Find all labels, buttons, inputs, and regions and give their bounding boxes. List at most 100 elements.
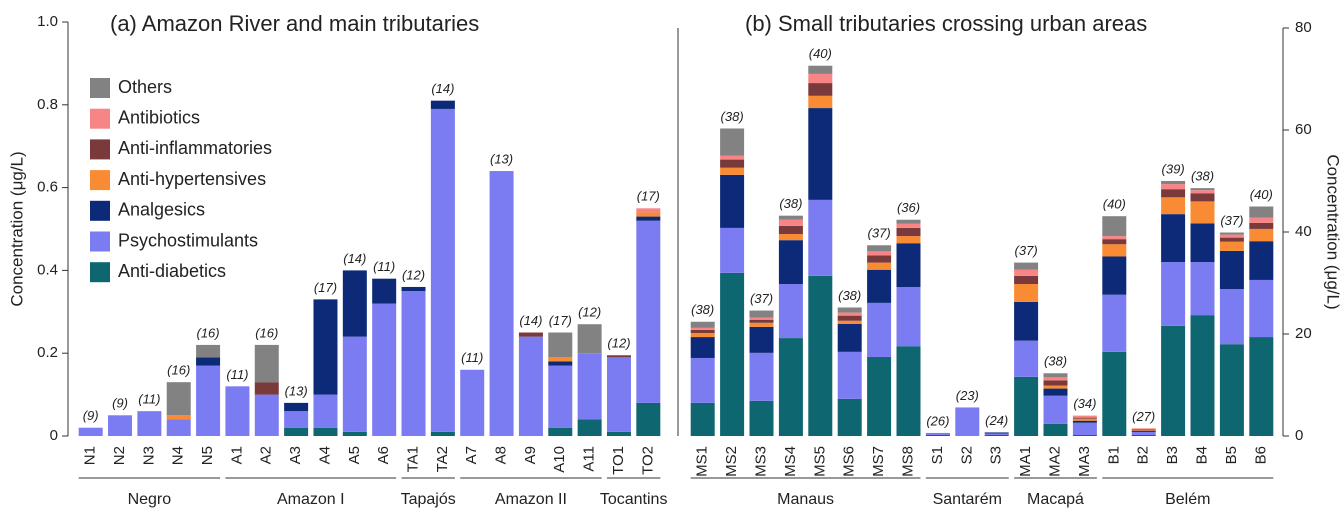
bar-annotation: (40) [809, 46, 832, 61]
bar-segment [1131, 428, 1156, 430]
bar-segment [1043, 380, 1068, 386]
bar-segment [313, 394, 338, 428]
y-tick-label: 0 [1295, 427, 1303, 444]
bar-annotation: (37) [868, 226, 891, 241]
bar-segment [313, 427, 338, 436]
bar-segment [1043, 385, 1068, 389]
y-tick-label: 0 [50, 427, 58, 444]
bar-annotation: (12) [402, 267, 425, 282]
x-tick-label: MA3 [1076, 446, 1093, 477]
x-tick-label: B4 [1193, 446, 1210, 464]
bar-annotation: (14) [519, 313, 542, 328]
bar-segment [808, 83, 833, 96]
x-tick-label: B1 [1105, 446, 1122, 464]
group-label: Tapajós [401, 491, 456, 508]
chart-title: (b) Small tributaries crossing urban are… [745, 11, 1147, 36]
bar-segment [749, 326, 774, 353]
bar-segment [430, 108, 455, 432]
bar-segment [460, 369, 485, 436]
bar-segment [1102, 244, 1127, 257]
bar-segment [896, 346, 921, 436]
bar-segment [749, 352, 774, 401]
group-label: Amazon I [277, 491, 345, 508]
bar-segment [636, 216, 661, 221]
bar-segment [548, 365, 573, 428]
bar-segment [690, 357, 715, 403]
bar-annotation: (38) [779, 196, 802, 211]
bar-segment [808, 199, 833, 276]
bar-segment [749, 319, 774, 323]
bar-segment [896, 227, 921, 237]
x-tick-label: B6 [1252, 446, 1269, 464]
bar-segment [1043, 423, 1068, 436]
bar-segment [1161, 262, 1186, 326]
bar-segment [108, 415, 133, 436]
legend-label: Anti-hypertensives [118, 169, 266, 189]
legend-swatch [90, 231, 110, 252]
bar-annotation: (27) [1132, 409, 1155, 424]
bar-annotation: (38) [838, 288, 861, 303]
x-tick-label: TO1 [610, 446, 627, 475]
x-tick-label: N4 [170, 446, 187, 465]
bar-segment [1072, 418, 1097, 421]
bar-segment [896, 219, 921, 224]
bar-segment [1102, 256, 1127, 295]
bar-segment [837, 307, 862, 313]
bar-segment [254, 394, 279, 436]
bar-segment [808, 275, 833, 436]
bar-segment [896, 223, 921, 228]
bar-segment [720, 272, 745, 436]
bar-segment [837, 351, 862, 399]
bar-segment [778, 219, 803, 226]
y-tick-label: 80 [1295, 19, 1312, 36]
x-tick-label: N3 [140, 446, 157, 465]
bar-segment [1043, 373, 1068, 378]
bar-segment [1161, 197, 1186, 215]
bar-segment [518, 336, 543, 436]
x-tick-label: MS3 [752, 446, 769, 477]
bar-segment [1249, 241, 1274, 280]
x-tick-label: A2 [258, 446, 275, 464]
group-label: Santarém [933, 491, 1002, 508]
bar-segment [196, 357, 221, 366]
bar-segment [720, 159, 745, 168]
bar-segment [925, 432, 950, 435]
bar-segment [1014, 275, 1039, 285]
bar-segment [1131, 429, 1156, 431]
bar-annotation: (11) [461, 350, 483, 365]
chart-title: (a) Amazon River and main tributaries [110, 11, 479, 36]
bar-segment [720, 174, 745, 228]
y-tick-label: 1.0 [37, 13, 58, 30]
bar-annotation: (16) [197, 325, 220, 340]
bar-segment [225, 386, 250, 436]
legend-label: Analgesics [118, 200, 205, 220]
bar-segment [548, 357, 573, 362]
bar-annotation: (14) [431, 81, 454, 96]
legend-swatch [90, 170, 110, 191]
x-tick-label: A4 [316, 446, 333, 464]
bar-segment [1102, 236, 1127, 240]
x-tick-label: TA1 [404, 446, 421, 472]
bar-segment [720, 227, 745, 273]
bar-segment [1043, 377, 1068, 381]
bar-segment [636, 220, 661, 403]
bar-annotation: (38) [691, 302, 714, 317]
bar-segment [837, 323, 862, 352]
bar-segment [284, 427, 309, 436]
bar-segment [166, 382, 191, 416]
bar-segment [690, 332, 715, 338]
bar-segment [749, 322, 774, 327]
x-tick-label: MS5 [811, 446, 828, 477]
bar-segment [1014, 262, 1039, 270]
bar-segment [1043, 388, 1068, 396]
group-label: Belém [1165, 491, 1210, 508]
bar-segment [196, 365, 221, 436]
group-label: Amazon II [495, 491, 567, 508]
bar-segment [577, 353, 602, 420]
y-axis-label: Concentration (μg/L) [7, 151, 26, 306]
x-tick-label: B5 [1223, 446, 1240, 464]
bar-segment [720, 128, 745, 156]
bar-segment [342, 270, 367, 337]
bar-segment [489, 171, 514, 437]
